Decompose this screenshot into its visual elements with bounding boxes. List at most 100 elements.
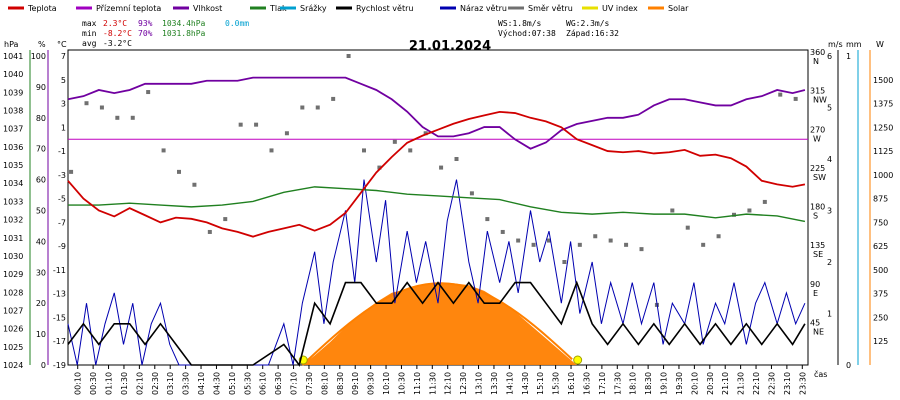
humidity-tick: 70: [36, 145, 46, 154]
solar-tick: 1500: [873, 76, 893, 85]
wind-dir-label: W: [813, 134, 821, 143]
axis-header-ms: m/s: [828, 40, 843, 49]
legend-label: Směr větru: [528, 4, 573, 13]
humidity-tick: 0: [41, 361, 46, 370]
temperature-line: [67, 110, 806, 238]
axis-header-hpa: hPa: [4, 40, 19, 49]
temp-tick: -7: [58, 218, 66, 227]
x-tick-label: 03:30: [182, 372, 191, 395]
wind-dir-point: [701, 242, 706, 247]
wind-dir-point: [439, 165, 444, 170]
x-tick-label: 11:30: [428, 372, 437, 395]
x-tick-label: 05:30: [243, 372, 252, 395]
temp-tick: 7: [61, 52, 66, 61]
wind-dir-label: NW: [813, 96, 827, 105]
wind-dir-point: [238, 122, 243, 127]
wind-speed-tick: 2: [827, 258, 832, 267]
x-tick-label: 00:30: [89, 372, 98, 395]
humidity-tick: 50: [36, 207, 46, 216]
temp-tick: -1: [58, 147, 66, 156]
wind-speed-line: [67, 280, 806, 367]
axis-header-w: W: [876, 40, 884, 49]
humidity-tick: 20: [36, 299, 46, 308]
wind-dir-point: [500, 229, 505, 234]
humidity-tick: 30: [36, 268, 46, 277]
wind-dir-point: [608, 238, 613, 243]
x-tick-label: 17:10: [598, 372, 607, 395]
stat-avg-temp: -3.2°C: [103, 39, 132, 48]
stat-min-hum: 70%: [138, 29, 153, 38]
wind-dir-tick: 225: [810, 164, 825, 173]
stat-max-press: 1034.4hPa: [162, 19, 206, 28]
pressure-tick: 1038: [3, 107, 23, 116]
wind-dir-point: [516, 238, 521, 243]
wind-dir-point: [716, 234, 721, 239]
temp-tick: -5: [58, 195, 66, 204]
x-tick-label: 04:30: [212, 372, 221, 395]
pressure-tick: 1030: [3, 252, 23, 261]
x-tick-label: 22:30: [767, 372, 776, 395]
pressure-tick: 1029: [3, 270, 23, 279]
temp-tick: 5: [61, 76, 66, 85]
wind-dir-point: [130, 115, 135, 120]
wind-speed-tick: 3: [827, 207, 832, 216]
humidity-tick: 100: [31, 52, 46, 61]
stat-max-label: max: [82, 19, 97, 28]
humidity-tick: 10: [36, 330, 46, 339]
rain-tick: 0: [846, 361, 851, 370]
wind-dir-point: [639, 247, 644, 252]
legend-label: Přízemní teplota: [96, 4, 161, 13]
x-tick-label: 15:10: [536, 372, 545, 395]
legend-label: UV index: [602, 4, 638, 13]
x-tick-label: 03:10: [166, 372, 175, 395]
temp-tick: 3: [61, 100, 66, 109]
x-tick-label: 23:10: [783, 372, 792, 395]
x-tick-label: 00:10: [74, 372, 83, 395]
solar-tick: 1250: [873, 123, 893, 132]
x-tick-label: 14:10: [505, 372, 514, 395]
stat-sunrise: Východ:07:38: [498, 29, 556, 38]
x-tick-label: 09:10: [351, 372, 360, 395]
pressure-tick: 1026: [3, 325, 23, 334]
legend-label: Solar: [668, 4, 689, 13]
wind-dir-point: [254, 122, 259, 127]
wind-dir-point: [223, 217, 228, 222]
wind-dir-point: [115, 115, 120, 120]
x-tick-label: 11:10: [413, 372, 422, 395]
wind-dir-point: [84, 101, 89, 106]
humidity-line: [67, 76, 806, 150]
wind-dir-tick: 180: [810, 203, 825, 212]
x-tick-label: 09:30: [367, 372, 376, 395]
wind-dir-point: [192, 182, 197, 187]
wind-dir-point: [793, 96, 798, 101]
wind-dir-point: [362, 148, 366, 153]
pressure-tick: 1031: [3, 234, 23, 243]
legend-label: Náraz větru: [460, 4, 507, 13]
wind-speed-tick: 5: [827, 104, 832, 113]
pressure-tick: 1040: [3, 70, 23, 79]
axis-header-mm: mm: [846, 40, 862, 49]
x-tick-label: 06:30: [274, 372, 283, 395]
wind-dir-point: [69, 169, 74, 174]
wind-dir-point: [377, 165, 382, 170]
humidity-tick: 80: [36, 114, 46, 123]
legend-label: Rychlost větru: [356, 4, 413, 13]
solar-tick: 875: [873, 195, 888, 204]
temp-tick: -15: [53, 313, 66, 322]
x-tick-label: 20:30: [706, 372, 715, 395]
x-tick-label: 05:10: [228, 372, 237, 395]
pressure-line: [68, 186, 806, 223]
pressure-tick: 1028: [3, 288, 23, 297]
wind-dir-label: E: [813, 289, 818, 298]
wind-dir-point: [423, 131, 428, 136]
wind-dir-point: [207, 229, 212, 234]
wind-dir-point: [531, 242, 536, 247]
pressure-tick: 1033: [3, 197, 23, 206]
stat-min-press: 1031.8hPa: [162, 29, 206, 38]
wind-dir-point: [300, 105, 305, 110]
wind-speed-tick: 1: [827, 310, 832, 319]
solar-tick: 125: [873, 337, 888, 346]
wind-dir-point: [161, 148, 166, 153]
